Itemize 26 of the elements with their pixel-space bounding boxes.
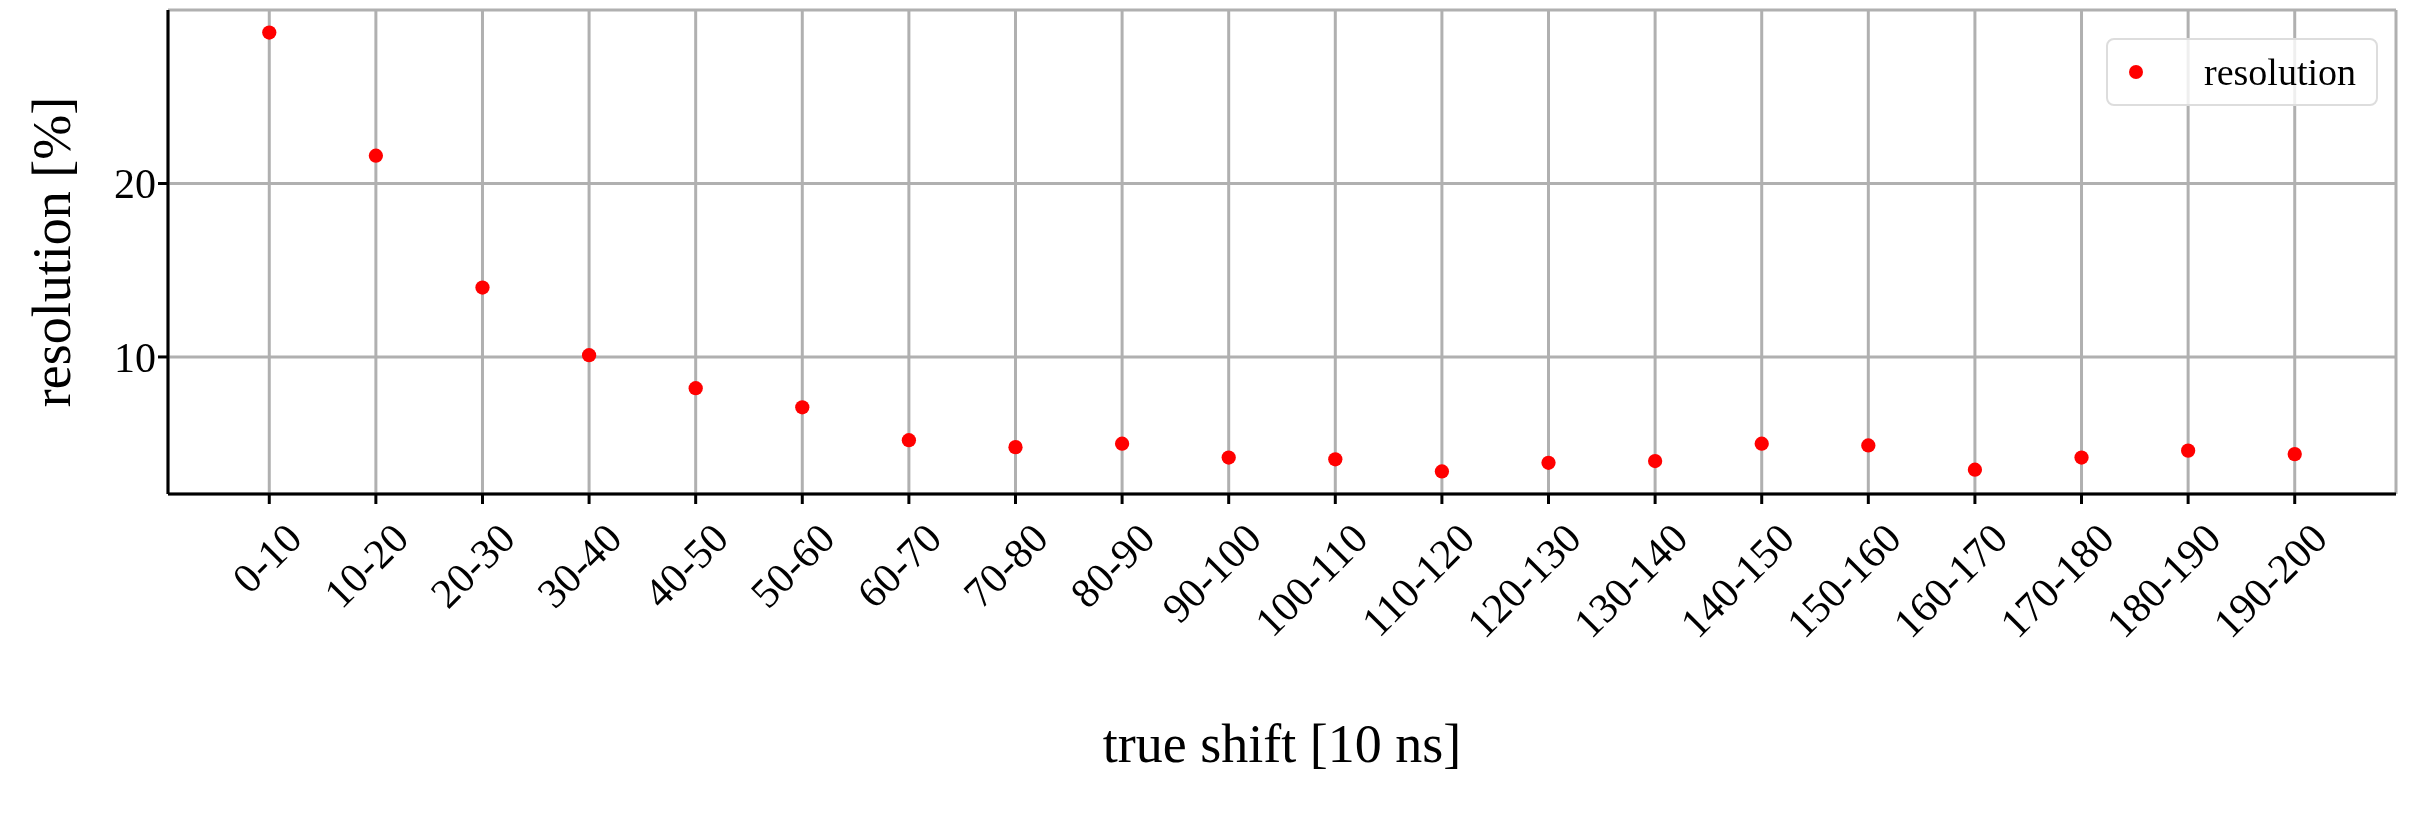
point (1967, 462, 1983, 477)
point (688, 381, 703, 396)
point (1861, 438, 1876, 453)
point (262, 25, 277, 40)
y-tick-label: 10 (114, 334, 156, 381)
point (368, 148, 384, 163)
point (1647, 453, 1663, 469)
point (581, 348, 597, 363)
point (901, 433, 917, 448)
x-axis-title: true shift [10 ns] (1102, 714, 1462, 774)
y-tick-label: 20 (114, 161, 156, 208)
point (1114, 436, 1130, 451)
point (2287, 446, 2302, 462)
point (1221, 450, 1236, 465)
legend-label: resolution (2204, 50, 2356, 94)
point (795, 400, 810, 415)
point (1541, 455, 1556, 470)
point (1754, 436, 1769, 451)
point (2180, 443, 2196, 458)
point (475, 280, 490, 295)
point (1434, 464, 1450, 479)
y-axis-title: resolution [%] (22, 96, 83, 408)
point (1328, 452, 1343, 467)
point (1008, 440, 1023, 455)
x-tick-label: 0-10 (223, 514, 311, 602)
point (2074, 450, 2089, 465)
